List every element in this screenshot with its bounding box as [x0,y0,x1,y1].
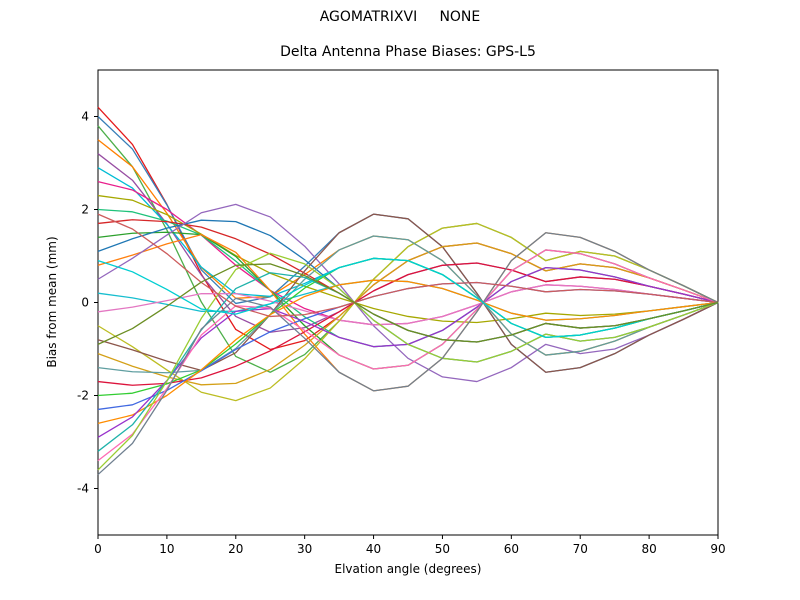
x-tick-label: 0 [94,542,102,556]
series-line-s29 [97,232,719,476]
x-tick-label: 90 [710,542,725,556]
y-tick-label: 4 [81,110,89,124]
series-line-s31 [97,257,719,339]
page-title: AGOMATRIXVI NONE [319,9,481,25]
x-axis-ticks: 0 10 20 30 40 50 60 70 80 90 [94,535,726,556]
series-line-s14 [97,203,719,383]
series-line-s17 [97,222,719,402]
series-line-s28 [97,252,719,471]
y-axis-ticks: -4 -2 0 2 4 [77,110,98,496]
y-tick-label: 2 [81,203,89,217]
series-line-s16 [97,284,719,326]
x-tick-label: 20 [228,542,243,556]
chart-title: Delta Antenna Phase Biases: GPS-L5 [280,44,536,60]
x-tick-label: 70 [573,542,588,556]
y-tick-label: 0 [81,296,89,310]
x-tick-label: 30 [297,542,312,556]
x-tick-label: 10 [159,542,174,556]
plot-lines [97,106,719,476]
y-axis-label: Bias from mean (mm) [45,236,59,367]
series-line-s21 [97,262,719,386]
y-tick-label: -4 [77,482,89,496]
x-tick-label: 40 [366,542,381,556]
x-axis-label: Elvation angle (degrees) [335,562,482,576]
x-tick-label: 50 [435,542,450,556]
y-tick-label: -2 [77,389,89,403]
series-line-s32 [97,263,719,345]
series-line-s27 [97,249,719,462]
series-line-s24 [97,279,719,425]
x-tick-label: 60 [504,542,519,556]
x-tick-label: 80 [641,542,656,556]
